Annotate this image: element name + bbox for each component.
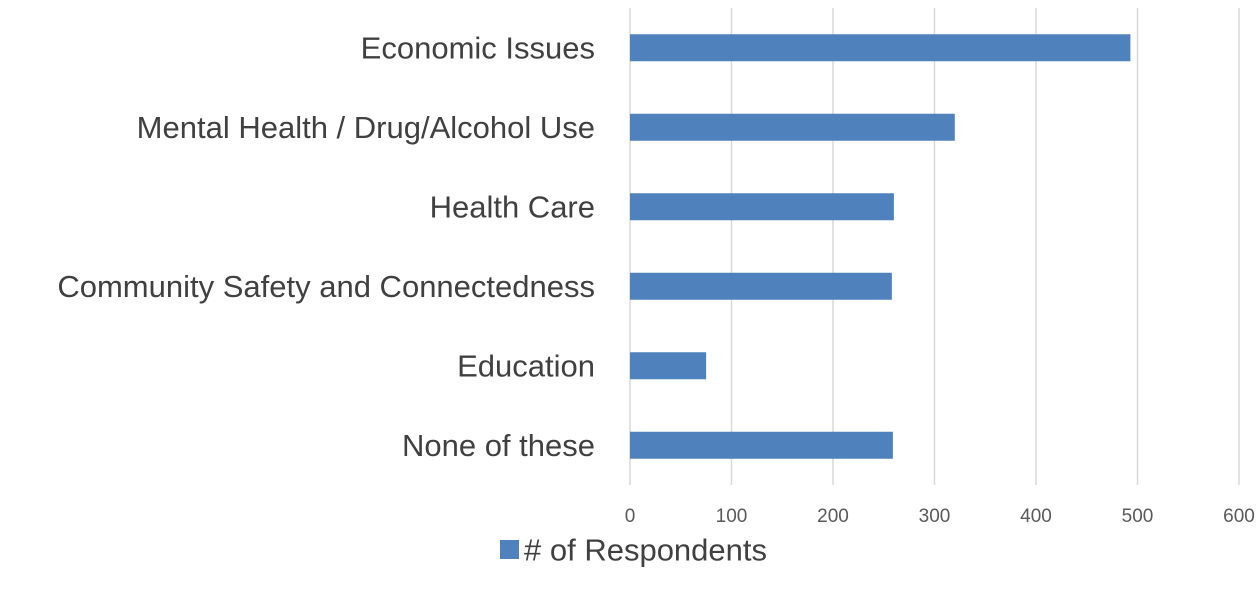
category-label: None of these: [402, 428, 595, 463]
bar: [630, 34, 1131, 62]
x-tick-label: 500: [1122, 506, 1154, 527]
category-label: Community Safety and Connectedness: [57, 269, 595, 304]
x-tick-label: 100: [716, 506, 748, 527]
category-label: Health Care: [430, 189, 595, 224]
bar: [630, 431, 893, 459]
category-label: Education: [457, 348, 595, 383]
x-tick-label: 300: [919, 506, 951, 527]
bar: [630, 193, 894, 221]
bars: [630, 34, 1131, 459]
legend-swatch: [500, 540, 519, 559]
category-labels: Economic Issues Mental Health / Drug/Alco…: [57, 30, 595, 463]
category-label: Economic Issues: [361, 30, 595, 65]
bar: [630, 272, 892, 300]
x-tick-label: 200: [817, 506, 849, 527]
gridlines: [629, 8, 1240, 485]
legend-label: # of Respondents: [524, 533, 767, 568]
x-tick-label: 400: [1020, 506, 1052, 527]
x-tick-label: 0: [625, 506, 636, 527]
bar: [630, 352, 707, 380]
category-label: Mental Health / Drug/Alcohol Use: [137, 110, 595, 145]
bar: [630, 113, 955, 141]
x-axis-tick-labels: 0 100 200 300 400 500 600: [625, 506, 1255, 527]
x-tick-label: 600: [1223, 506, 1255, 527]
legend: # of Respondents: [500, 533, 767, 568]
